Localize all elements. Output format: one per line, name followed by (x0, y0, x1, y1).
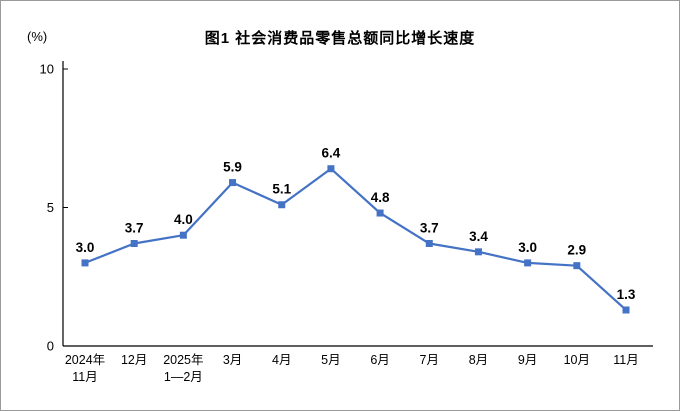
data-label: 1.3 (617, 287, 636, 302)
x-tick-label: 5月 (321, 353, 340, 367)
y-axis-unit-label: (%) (27, 29, 48, 44)
data-label: 2.9 (567, 243, 586, 258)
x-tick-label: 10月 (564, 353, 590, 367)
data-label: 4.0 (174, 212, 193, 227)
x-tick-label: 2025年 (163, 353, 203, 367)
x-tick-label: 8月 (469, 353, 488, 367)
x-tick-label: 3月 (223, 353, 242, 367)
x-tick-label: 12月 (121, 353, 147, 367)
data-label: 3.0 (76, 240, 95, 255)
x-tick-label: 7月 (420, 353, 439, 367)
data-point-marker (81, 259, 89, 267)
y-tick-label: 5 (47, 200, 54, 215)
data-point-marker (179, 231, 187, 239)
data-point-marker (327, 165, 335, 173)
data-label: 3.0 (518, 240, 537, 255)
data-label: 6.4 (322, 146, 341, 161)
data-point-marker (573, 262, 581, 270)
x-tick-label: 6月 (370, 353, 389, 367)
series-line (84, 167, 627, 311)
x-tick-label: 4月 (272, 353, 291, 367)
data-label: 5.9 (223, 160, 242, 175)
data-label: 3.7 (420, 221, 439, 236)
data-point-marker (130, 240, 138, 248)
y-tick-label: 0 (47, 339, 54, 354)
x-tick-label: 1—2月 (164, 370, 203, 384)
data-point-marker (622, 306, 630, 314)
data-point-marker (376, 209, 384, 217)
data-label: 3.7 (125, 221, 144, 236)
data-label: 4.8 (371, 190, 390, 205)
x-tick-label: 2024年 (65, 353, 105, 367)
data-label: 5.1 (272, 182, 291, 197)
data-point-marker (474, 248, 482, 256)
data-point-marker (425, 240, 433, 248)
data-point-marker (278, 201, 286, 209)
chart-title: 图1 社会消费品零售总额同比增长速度 (204, 30, 476, 47)
data-point-marker (524, 259, 532, 267)
x-tick-label: 11月 (72, 370, 97, 384)
x-tick-label: 11月 (613, 353, 638, 367)
data-label: 3.4 (469, 229, 488, 244)
data-point-marker (229, 179, 237, 187)
y-tick-label: 10 (40, 62, 54, 77)
x-tick-label: 9月 (518, 353, 537, 367)
